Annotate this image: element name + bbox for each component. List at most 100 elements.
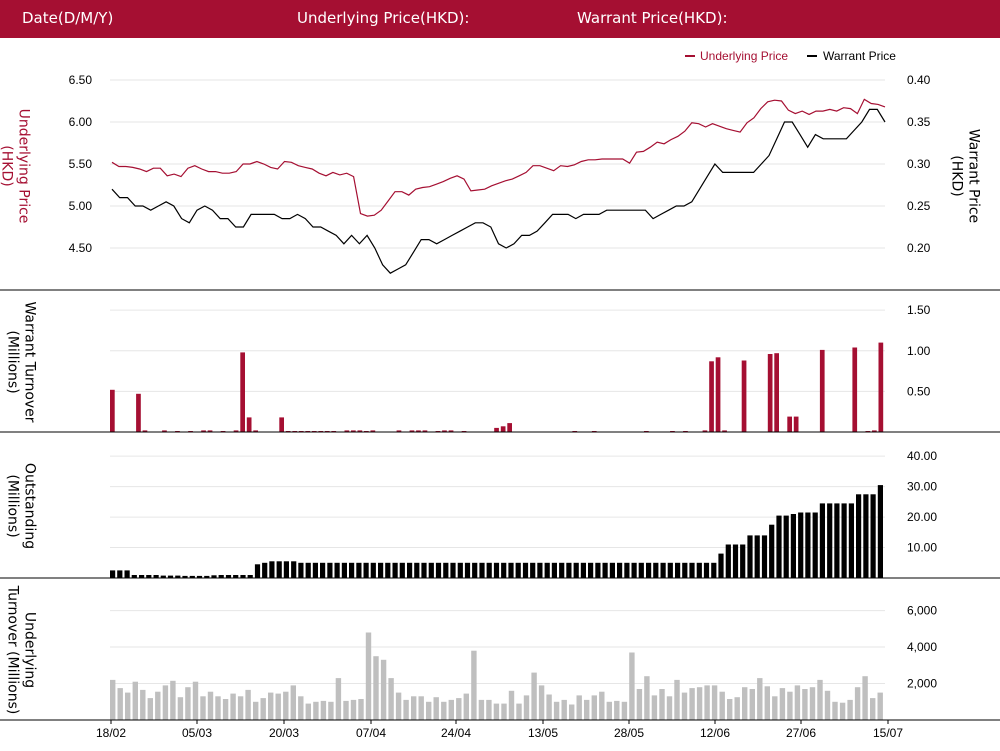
underlying-turnover-bar xyxy=(388,678,394,720)
underlying-turnover-bar xyxy=(328,701,334,720)
underlying-turnover-bar xyxy=(395,692,402,720)
outstanding-bar xyxy=(160,575,166,578)
legend-label-warrant: Warrant Price xyxy=(823,49,896,63)
x-tick-label: 07/04 xyxy=(356,726,386,740)
warrant-turnover-bar xyxy=(422,430,428,432)
outstanding-bar xyxy=(522,562,529,578)
outstanding-bar xyxy=(877,485,883,578)
underlying-turnover-bar xyxy=(230,693,236,720)
outstanding-bar xyxy=(703,562,710,578)
right-tick-label: 0.40 xyxy=(907,73,931,87)
underlying-turnover-bar xyxy=(674,679,680,720)
outstanding-bar xyxy=(349,562,355,578)
outstanding-bar xyxy=(819,503,825,578)
outstanding-bar xyxy=(718,553,724,578)
underlying-turnover-bar xyxy=(870,698,876,720)
warrant-turnover-bar xyxy=(201,430,206,432)
outstanding-bar xyxy=(269,561,275,579)
underlying-turnover-bar xyxy=(268,692,274,720)
underlying-turnover-bar xyxy=(501,703,507,720)
underlying-turnover-bar xyxy=(222,699,229,720)
outstanding-bar xyxy=(588,562,594,578)
left-tick-label: 6.50 xyxy=(69,73,93,87)
underlying-turnover-bar xyxy=(629,652,635,720)
underlying-turnover-tick-label: 6,000 xyxy=(907,604,937,618)
outstanding-bar xyxy=(414,562,420,578)
underlying-turnover-bar xyxy=(253,701,259,720)
outstanding-axis-title: Outstanding(Millions) xyxy=(5,463,38,549)
warrant-turnover-axis-title-text: (Millions) xyxy=(5,330,21,393)
outstanding-bar xyxy=(551,562,557,578)
underlying-turnover-bar xyxy=(824,690,831,720)
x-tick-label: 27/06 xyxy=(786,726,816,740)
outstanding-bar xyxy=(189,575,195,578)
outstanding-bar xyxy=(472,562,478,578)
legend-label-underlying: Underlying Price xyxy=(700,49,788,63)
outstanding-bar xyxy=(848,503,854,578)
underlying-turnover-bar xyxy=(380,659,387,720)
outstanding-bar xyxy=(276,561,282,579)
warrant-turnover-bar xyxy=(741,360,747,432)
outstanding-bar xyxy=(139,575,145,578)
right-axis-title-text: Warrant Price xyxy=(966,129,982,223)
outstanding-bar xyxy=(334,562,340,578)
outstanding-bar xyxy=(464,562,471,578)
underlying-turnover-bar xyxy=(117,688,123,720)
underlying-turnover-bar xyxy=(350,699,357,720)
warrant-turnover-bar xyxy=(370,430,376,432)
underlying-turnover-bar xyxy=(313,701,319,720)
outstanding-bar xyxy=(153,575,159,578)
outstanding-bar xyxy=(675,562,681,578)
outstanding-bar xyxy=(305,562,311,578)
underlying-turnover-bar xyxy=(666,696,673,720)
warrant-turnover-bar xyxy=(852,347,858,432)
warrant-turnover-bar xyxy=(110,389,115,433)
x-tick-label: 18/02 xyxy=(96,726,126,740)
underlying-turnover-bar xyxy=(162,685,169,720)
underlying-turnover-bar xyxy=(832,701,838,720)
right-tick-label: 0.20 xyxy=(907,241,931,255)
underlying-turnover-bar xyxy=(689,688,695,720)
outstanding-axis-title-text: (Millions) xyxy=(5,474,21,537)
warrant-turnover-bar xyxy=(774,353,779,432)
outstanding-bar xyxy=(450,562,456,578)
underlying-turnover-bar xyxy=(343,700,349,720)
underlying-turnover-bar xyxy=(599,691,605,720)
warrant-turnover-bar xyxy=(279,417,284,432)
underlying-turnover-tick-label: 2,000 xyxy=(907,677,937,691)
underlying-turnover-bar xyxy=(448,699,454,720)
warrant-turnover-bar xyxy=(442,430,447,432)
outstanding-bar xyxy=(646,562,652,578)
outstanding-tick-label: 10.00 xyxy=(907,541,937,555)
outstanding-bar xyxy=(486,562,492,578)
underlying-turnover-bar xyxy=(508,690,515,720)
underlying-turnover-bar xyxy=(704,685,710,720)
warrant-turnover-bar xyxy=(136,393,141,432)
outstanding-bar xyxy=(370,562,376,578)
outstanding-bar xyxy=(725,544,731,578)
underlying-turnover-bar xyxy=(877,692,883,720)
underlying-turnover-bar xyxy=(779,688,786,720)
underlying-turnover-bar xyxy=(207,691,214,720)
left-axis-title-text: Underlying Price xyxy=(16,109,32,224)
warrant-turnover-bar xyxy=(142,430,148,432)
underlying-turnover-bar xyxy=(576,695,582,720)
outstanding-tick-label: 40.00 xyxy=(907,449,937,463)
outstanding-bar xyxy=(240,575,246,578)
underlying-turnover-bar xyxy=(749,689,755,720)
warrant-turnover-bar xyxy=(357,430,363,432)
underlying-turnover-bar xyxy=(839,702,846,720)
underlying-turnover-bar xyxy=(772,696,778,720)
outstanding-bar xyxy=(428,562,434,578)
underlying-turnover-bar xyxy=(493,703,500,720)
right-axis-title: Warrant Price(HKD) xyxy=(949,129,982,223)
underlying-turnover-bar xyxy=(854,687,861,720)
outstanding-bar xyxy=(233,575,239,578)
outstanding-bar xyxy=(798,512,804,578)
outstanding-bar xyxy=(218,575,224,578)
underlying-turnover-bar xyxy=(403,699,409,720)
underlying-turnover-bar xyxy=(260,698,266,720)
warrant-price-line xyxy=(111,108,886,274)
left-tick-label: 6.00 xyxy=(69,115,93,129)
